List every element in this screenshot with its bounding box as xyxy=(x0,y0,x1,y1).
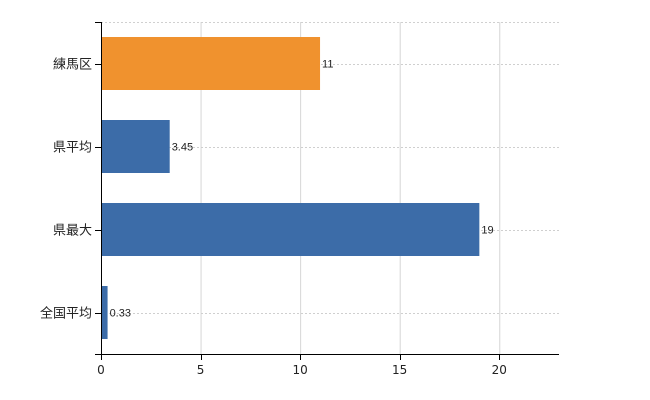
axes xyxy=(95,22,559,360)
bar-3 xyxy=(101,203,480,256)
category-label: 練馬区 xyxy=(53,58,92,73)
bar-1 xyxy=(101,37,321,90)
category-label: 県平均 xyxy=(53,141,92,156)
bars xyxy=(101,37,480,339)
x-tick-label: 5 xyxy=(197,363,205,377)
data-label: 0.33 xyxy=(110,308,131,320)
x-tick-label: 15 xyxy=(392,363,407,377)
x-tick-label: 20 xyxy=(492,363,507,377)
x-tick-label: 0 xyxy=(97,363,105,377)
data-label: 11 xyxy=(322,59,333,71)
category-label: 全国平均 xyxy=(40,306,92,322)
data-label: 3.45 xyxy=(172,142,193,154)
bar-4 xyxy=(101,286,108,339)
category-label: 県最大 xyxy=(53,224,92,239)
bar-2 xyxy=(101,120,170,173)
labels: 11 練馬区 3.45 県平均 19 県最大 0.33 全国平均 0 5 10 15 20 xyxy=(40,58,507,378)
x-tick-label: 10 xyxy=(292,363,307,377)
data-label: 19 xyxy=(481,225,493,237)
